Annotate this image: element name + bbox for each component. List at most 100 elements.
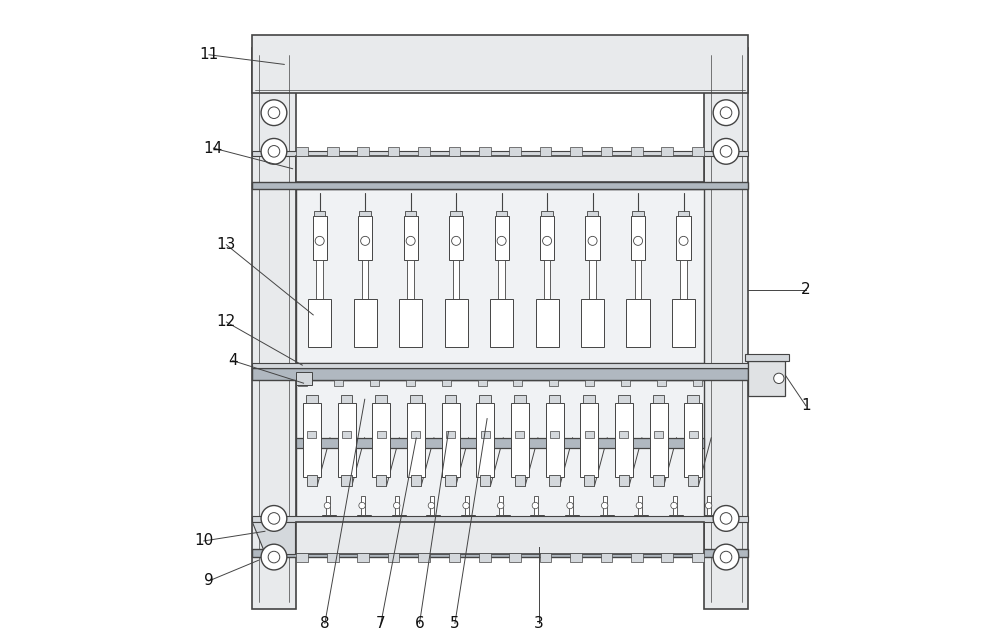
Bar	[445, 395, 456, 402]
Bar	[541, 211, 553, 216]
Bar	[638, 496, 642, 515]
Bar	[672, 299, 695, 347]
Bar	[296, 380, 704, 522]
Circle shape	[452, 236, 461, 245]
Text: 1: 1	[801, 398, 811, 413]
Bar	[692, 147, 704, 156]
Bar	[653, 395, 664, 402]
Bar	[481, 431, 490, 438]
Bar	[445, 475, 456, 486]
Circle shape	[774, 374, 784, 383]
Bar	[296, 147, 308, 156]
Bar	[252, 48, 296, 609]
Bar	[405, 211, 416, 216]
Circle shape	[636, 502, 643, 509]
Bar	[252, 368, 748, 380]
Bar	[549, 395, 560, 402]
Bar	[252, 516, 748, 522]
Bar	[580, 402, 598, 477]
Circle shape	[713, 138, 739, 164]
Bar	[684, 402, 702, 477]
Circle shape	[679, 236, 688, 245]
Bar	[490, 299, 513, 347]
Text: 9: 9	[204, 573, 214, 589]
Bar	[327, 147, 339, 156]
Bar	[619, 431, 628, 438]
Bar	[307, 475, 317, 486]
Bar	[661, 553, 673, 562]
Circle shape	[497, 236, 506, 245]
Bar	[570, 553, 582, 562]
Bar	[509, 147, 521, 156]
Text: 7: 7	[376, 616, 386, 631]
Bar	[534, 496, 538, 515]
Circle shape	[268, 146, 280, 157]
Text: 8: 8	[320, 616, 330, 631]
Bar	[354, 299, 377, 347]
Bar	[476, 402, 494, 477]
Bar	[303, 402, 321, 477]
Circle shape	[720, 513, 732, 524]
Bar	[298, 380, 307, 386]
Text: 5: 5	[450, 616, 460, 631]
Bar	[372, 402, 390, 477]
Bar	[549, 380, 558, 386]
Bar	[442, 402, 460, 477]
Bar	[619, 475, 629, 486]
Bar	[342, 431, 351, 438]
Bar	[308, 299, 331, 347]
Bar	[544, 260, 550, 299]
Bar	[338, 402, 356, 477]
Bar	[418, 553, 430, 562]
Bar	[583, 395, 595, 402]
Bar	[388, 553, 399, 562]
Bar	[688, 475, 698, 486]
Bar	[388, 147, 399, 156]
Text: 3: 3	[534, 616, 544, 631]
Bar	[540, 147, 551, 156]
Bar	[585, 380, 594, 386]
Bar	[453, 260, 459, 299]
Circle shape	[497, 502, 504, 509]
Bar	[511, 402, 529, 477]
Bar	[313, 216, 327, 260]
Circle shape	[315, 236, 324, 245]
Circle shape	[532, 502, 539, 509]
Bar	[449, 147, 460, 156]
Circle shape	[634, 236, 643, 245]
Bar	[707, 496, 711, 515]
Bar	[540, 553, 551, 562]
Bar	[704, 48, 748, 609]
Bar	[334, 380, 343, 386]
Bar	[509, 553, 521, 562]
Bar	[680, 260, 687, 299]
Text: 11: 11	[199, 47, 219, 62]
Bar	[631, 147, 643, 156]
Bar	[411, 475, 421, 486]
Text: 10: 10	[194, 533, 213, 549]
Circle shape	[705, 502, 712, 509]
Bar	[673, 496, 677, 515]
Bar	[621, 380, 630, 386]
Bar	[442, 380, 451, 386]
Text: 4: 4	[228, 353, 238, 368]
Bar	[357, 553, 369, 562]
Circle shape	[588, 236, 597, 245]
Bar	[296, 372, 312, 385]
Bar	[399, 299, 422, 347]
Polygon shape	[252, 522, 295, 554]
Bar	[514, 395, 526, 402]
Bar	[478, 380, 487, 386]
Circle shape	[268, 551, 280, 563]
Bar	[407, 260, 414, 299]
Bar	[692, 553, 704, 562]
Bar	[341, 395, 352, 402]
Circle shape	[463, 502, 469, 509]
Bar	[687, 395, 699, 402]
Bar	[375, 395, 387, 402]
Bar	[495, 216, 509, 260]
Bar	[631, 553, 643, 562]
Bar	[327, 553, 339, 562]
Bar	[601, 553, 612, 562]
Bar	[748, 361, 785, 396]
